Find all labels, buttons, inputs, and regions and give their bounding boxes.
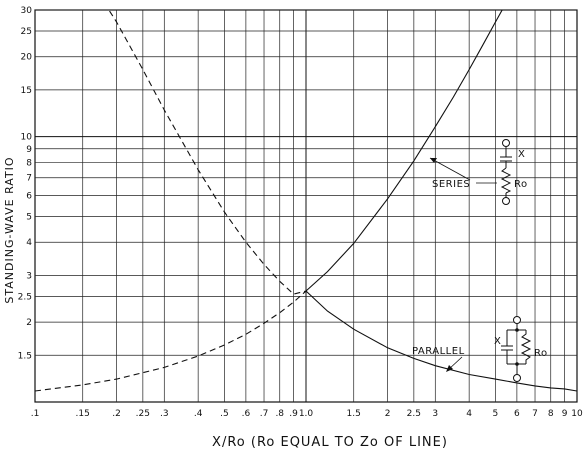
y-tick-label: 7 <box>26 174 32 184</box>
x-axis-title: X/Ro (Ro EQUAL TO Zo OF LINE) <box>212 435 448 450</box>
grid-lines <box>34 9 578 403</box>
x-tick-label: 6 <box>514 409 520 419</box>
y-axis-title: STANDING-WAVE RATIO <box>3 156 16 303</box>
x-tick-label: .25 <box>136 409 150 419</box>
x-tick-label: .8 <box>275 409 284 419</box>
parallel-resistance-label: Ro <box>534 348 548 359</box>
series-reactance-label: X <box>518 149 525 160</box>
x-tick-label: .4 <box>194 409 203 419</box>
y-tick-label: 2 <box>26 318 32 328</box>
x-tick-label: .6 <box>242 409 251 419</box>
series-resistance-label: Ro <box>514 179 528 190</box>
series-curve-solid <box>305 10 503 292</box>
y-tick-label: 6 <box>26 191 32 201</box>
x-tick-label: 3 <box>432 409 438 419</box>
curves <box>35 10 577 392</box>
y-tick-label: 8 <box>26 158 32 168</box>
y-tick-label: 25 <box>21 27 32 37</box>
y-tick-label: 2.5 <box>18 292 32 302</box>
y-tick-label: 1.5 <box>18 351 32 361</box>
x-tick-label: 1.0 <box>299 409 314 419</box>
x-tick-label: 2 <box>385 409 391 419</box>
x-tick-label: .2 <box>112 409 121 419</box>
x-tick-label: .7 <box>260 409 269 419</box>
y-tick-label: 10 <box>21 133 33 143</box>
x-tick-label: .3 <box>160 409 169 419</box>
x-tick-label: 4 <box>466 409 472 419</box>
parallel-reactance-label: X <box>494 336 501 347</box>
y-tick-label: 30 <box>21 6 33 16</box>
y-tick-label: 9 <box>26 145 32 155</box>
series-curve-dashed <box>35 290 307 392</box>
x-tick-label: 9 <box>562 409 568 419</box>
y-tick-label: 20 <box>21 53 33 63</box>
x-tick-label: .1 <box>31 409 40 419</box>
tick-labels: .1.15.2.25.3.4.5.6.7.8.9 1.0 1.5 2 2.5 3 4 5 6 7 8… <box>18 6 583 419</box>
x-tick-label: 1.5 <box>347 409 361 419</box>
series-arrow-head <box>430 158 437 163</box>
y-tick-label: 3 <box>26 271 32 281</box>
series-circuit-diagram <box>500 139 512 205</box>
series-curve-label: SERIES <box>432 179 470 190</box>
x-tick-label: 2.5 <box>407 409 421 419</box>
x-tick-label: 8 <box>548 409 554 419</box>
parallel-curve-dashed <box>108 10 307 295</box>
parallel-curve-label: PARALLEL <box>412 346 465 357</box>
y-tick-label: 15 <box>21 86 32 96</box>
parallel-curve-solid <box>305 290 577 392</box>
x-tick-label: 7 <box>532 409 538 419</box>
series-label-arrow <box>429 157 471 181</box>
x-tick-label: 5 <box>493 409 499 419</box>
x-tick-label: 10 <box>571 409 583 419</box>
y-tick-label: 5 <box>26 213 32 223</box>
x-tick-label: .15 <box>76 409 90 419</box>
y-tick-label: 4 <box>26 238 32 248</box>
x-tick-label: .5 <box>220 409 229 419</box>
parallel-circuit-diagram <box>501 316 532 382</box>
parallel-arrow-head <box>446 365 453 372</box>
x-tick-label: .9 <box>289 409 298 419</box>
